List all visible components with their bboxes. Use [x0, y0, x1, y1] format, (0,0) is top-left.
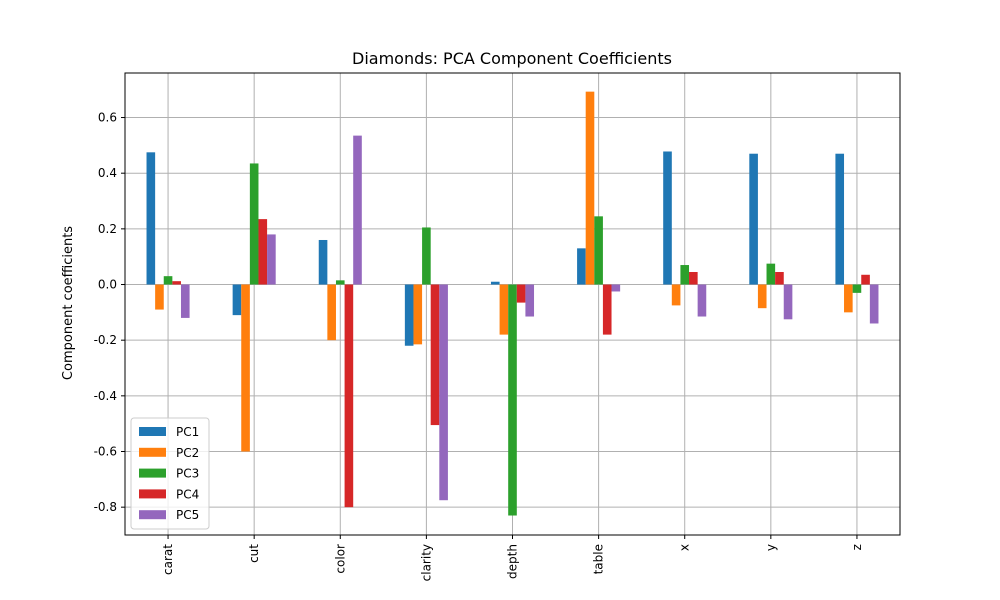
bar-pc1-carat [146, 152, 156, 285]
bar-pc3-clarity [422, 227, 431, 285]
bar-pc2-color [327, 284, 336, 341]
x-tick-label: table [592, 544, 606, 574]
bar-pc1-table [577, 248, 586, 285]
bar-pc1-clarity [404, 284, 414, 346]
bar-pc1-color [318, 239, 328, 285]
ticks-layer: carat cut color clarity depth table x y z -0.8 -0.… [94, 111, 864, 582]
bar-pc1-z [835, 153, 845, 285]
y-tick-label: 0.2 [98, 222, 117, 236]
bar-pc1-depth [490, 281, 500, 285]
bar-pc5-x [697, 284, 707, 317]
legend-swatch [139, 427, 166, 436]
bar-pc1-cut [232, 284, 242, 316]
bar-pc4-color [344, 284, 354, 508]
bar-pc2-table [585, 91, 595, 285]
bar-pc5-cut [267, 234, 276, 285]
bar-pc5-depth [525, 284, 535, 317]
bar-pc3-color [335, 280, 345, 285]
bar-pc2-x [671, 284, 681, 306]
bar-pc4-x [689, 271, 698, 285]
bar-pc4-z [861, 274, 870, 285]
legend-swatch [139, 510, 166, 520]
y-tick-label: 0.6 [98, 111, 117, 125]
legend-swatch [139, 447, 166, 457]
y-tick-label: 0.0 [98, 278, 117, 292]
bar-pc3-depth [508, 284, 517, 516]
bar-pc3-table [594, 216, 603, 285]
x-tick-label: clarity [419, 544, 433, 581]
bar-pc3-x [680, 265, 690, 285]
legend-swatch [139, 489, 166, 499]
bar-pc4-y [775, 271, 784, 285]
bar-pc2-z [844, 284, 853, 313]
bar-pc2-clarity [413, 284, 423, 345]
legend-label: PC2 [176, 446, 199, 460]
bar-pc4-depth [516, 284, 526, 303]
legend: PC1 PC2 PC3 PC4 PC5 [130, 417, 210, 530]
legend-label: PC3 [176, 467, 199, 481]
bar-pc5-color [353, 135, 362, 285]
chart-title: Diamonds: PCA Component Coefficients [352, 49, 672, 68]
bar-pc4-cut [258, 219, 268, 285]
bar-pc2-depth [499, 284, 509, 335]
y-tick-label: 0.4 [98, 166, 117, 180]
bar-pc3-cut [249, 163, 259, 285]
bar-pc3-y [766, 263, 776, 285]
bars-layer [146, 91, 879, 516]
legend-box [130, 417, 210, 530]
bar-pc4-carat [172, 281, 181, 285]
legend-label: PC4 [176, 487, 199, 501]
x-tick-label: carat [161, 544, 175, 575]
x-tick-label: depth [506, 544, 520, 579]
bar-pc5-table [611, 284, 621, 292]
x-tick-label: z [850, 544, 864, 550]
bar-pc3-carat [163, 276, 173, 285]
x-tick-label: y [764, 544, 778, 551]
bar-pc4-clarity [430, 284, 440, 426]
bar-pc5-y [783, 284, 793, 320]
bar-pc5-clarity [439, 284, 448, 501]
bar-pc5-carat [180, 284, 190, 318]
x-tick-label: x [678, 544, 692, 551]
bar-pc2-carat [155, 284, 164, 310]
x-tick-label: color [333, 544, 347, 574]
y-axis-label: Component coefficients [61, 226, 76, 380]
bar-pc3-z [852, 284, 862, 293]
legend-label: PC1 [176, 425, 199, 439]
bar-pc5-z [869, 284, 879, 324]
bar-pc1-y [749, 153, 758, 285]
y-tick-label: -0.4 [94, 389, 117, 403]
y-tick-label: -0.8 [94, 500, 117, 514]
y-tick-label: -0.2 [94, 333, 117, 347]
legend-swatch [139, 468, 166, 478]
bar-pc2-cut [241, 284, 250, 452]
legend-label: PC5 [176, 508, 199, 522]
bar-pc1-x [663, 151, 672, 285]
y-tick-label: -0.6 [94, 445, 117, 459]
x-tick-label: cut [247, 544, 261, 563]
bar-pc2-y [757, 284, 767, 309]
bar-pc4-table [602, 284, 612, 335]
